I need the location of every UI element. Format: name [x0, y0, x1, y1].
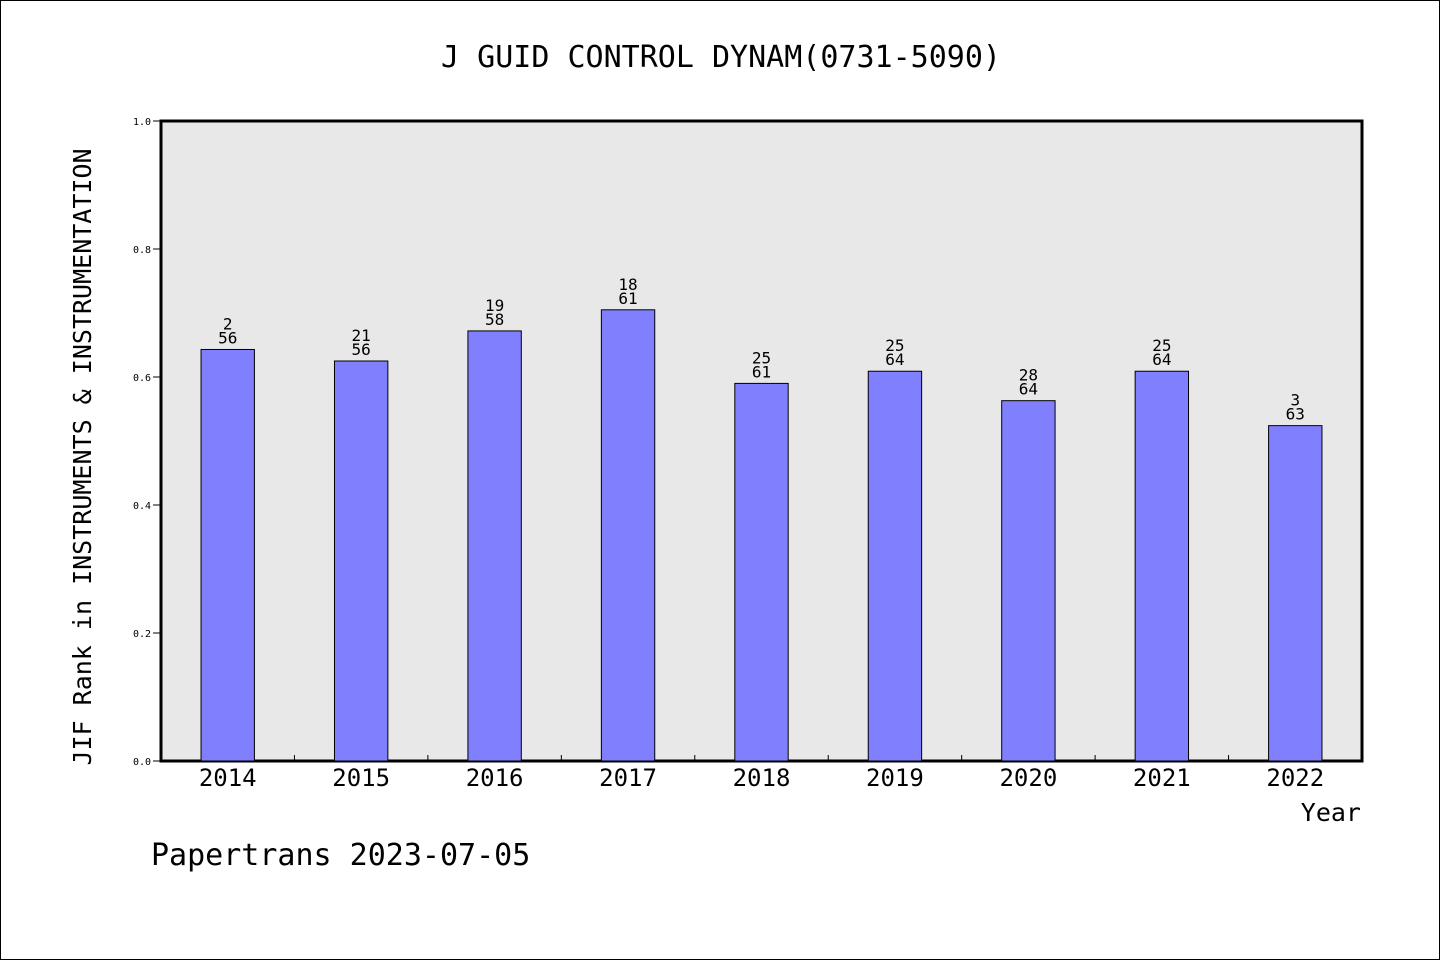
- x-tick-label: 2022: [1266, 764, 1324, 792]
- bars-group: [200, 309, 1323, 762]
- bar-label-total: 58: [485, 310, 504, 329]
- bar-label-rank: 19: [485, 296, 504, 315]
- x-tick-label: 2019: [866, 764, 924, 792]
- y-tick-label: 1.0: [133, 117, 151, 128]
- bar-label-total: 61: [618, 289, 637, 308]
- bar-label-total: 56: [352, 340, 371, 359]
- bar: [867, 370, 923, 762]
- y-tick-label: 0.8: [133, 245, 151, 256]
- x-tick-label: 2021: [1133, 764, 1191, 792]
- x-axis-label: Year: [1301, 798, 1361, 827]
- footer-stamp: Papertrans 2023-07-05: [151, 838, 530, 873]
- y-tick-label: 0.4: [133, 501, 151, 512]
- bar-label-rank: 25: [885, 336, 904, 355]
- bar-label-rank: 18: [618, 275, 637, 294]
- y-tick-label: 0.6: [133, 373, 151, 384]
- bar: [734, 382, 789, 762]
- bar: [1268, 425, 1323, 762]
- y-tick-label: 0.2: [133, 629, 151, 640]
- x-tick-label: 2017: [599, 764, 657, 792]
- y-axis-ticks: 0.0 0.2 0.4 0.6 0.8 1.0: [133, 117, 161, 768]
- x-axis-ticks: 2014 2015 2016 2017 2018 2019 2020 2021 2022: [199, 755, 1324, 792]
- bar-label-total: 64: [1152, 350, 1171, 369]
- bar: [467, 330, 522, 762]
- bar-label-rank: 25: [752, 348, 771, 367]
- chart-title: J GUID CONTROL DYNAM(0731-5090): [441, 40, 1001, 75]
- x-tick-label: 2015: [332, 764, 390, 792]
- bar-label-total: 64: [885, 350, 904, 369]
- y-axis-label: JIF Rank in INSTRUMENTS & INSTRUMENTATIO…: [68, 148, 97, 765]
- bar: [333, 360, 389, 762]
- bar-label-rank: 28: [1019, 366, 1038, 385]
- bar-label-rank: 3: [1290, 391, 1300, 410]
- x-tick-label: 2018: [733, 764, 791, 792]
- bar-label-total: 56: [218, 328, 237, 347]
- bar-label-total: 61: [752, 362, 771, 381]
- bar: [1134, 370, 1190, 762]
- bar-label-rank: 25: [1152, 336, 1171, 355]
- x-tick-label: 2014: [199, 764, 257, 792]
- bar-label-total: 63: [1286, 405, 1305, 424]
- bar-label-rank: 2: [223, 314, 233, 333]
- bar-label-total: 64: [1019, 380, 1038, 399]
- bar: [200, 348, 255, 762]
- bar: [600, 309, 656, 762]
- bar: [1001, 400, 1056, 762]
- x-tick-label: 2020: [999, 764, 1057, 792]
- x-tick-label: 2016: [466, 764, 524, 792]
- y-tick-label: 0.0: [133, 757, 151, 768]
- bar-label-rank: 21: [352, 326, 371, 345]
